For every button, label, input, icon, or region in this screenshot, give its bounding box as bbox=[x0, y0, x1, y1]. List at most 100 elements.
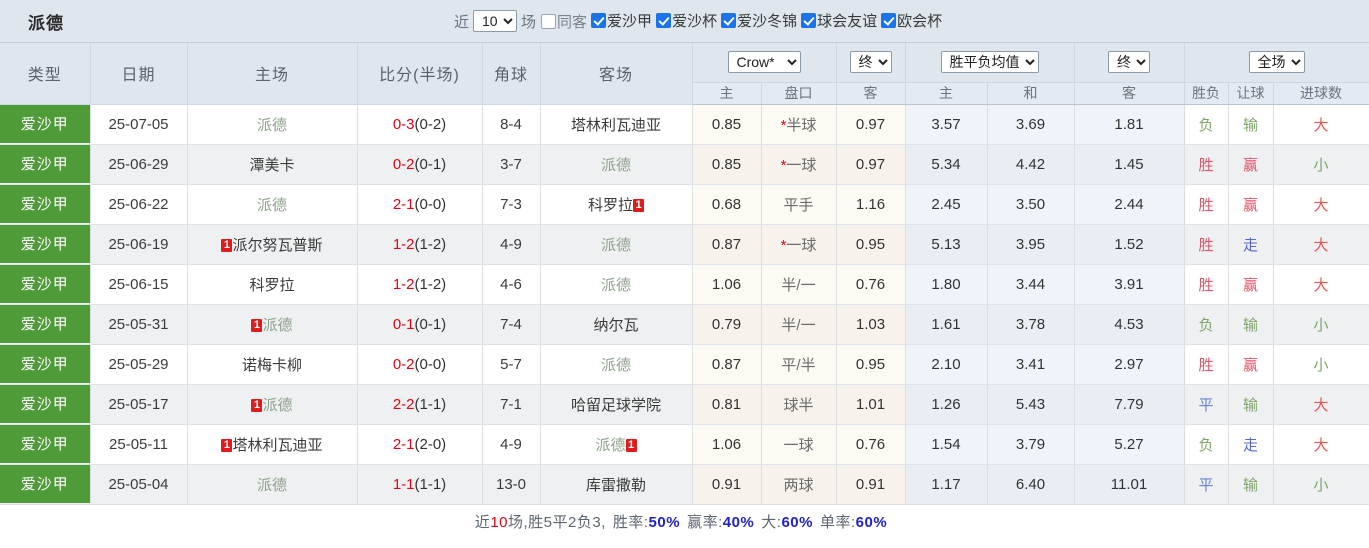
scope-select[interactable]: 全场主场客场 bbox=[1248, 51, 1305, 74]
table-row[interactable]: 爱沙甲 25-06-22 派德 2-1(0-0) 7-3 科罗拉 1 0.68 平手 1.16 2.… bbox=[0, 184, 1369, 225]
checkbox-box-icon[interactable] bbox=[541, 13, 557, 29]
cell-ah-line: 球半 bbox=[761, 384, 837, 425]
cell-league[interactable]: 爱沙甲 bbox=[0, 144, 91, 185]
cell-result-ah: 输 bbox=[1228, 464, 1274, 505]
cell-eu-away-odds: 4.53 bbox=[1074, 304, 1185, 345]
checkbox-box-icon[interactable] bbox=[801, 13, 817, 28]
result-ah-value: 输 bbox=[1242, 396, 1258, 414]
cell-league[interactable]: 爱沙甲 bbox=[0, 224, 91, 265]
summary-big-rate-label: 大: bbox=[761, 513, 782, 531]
cell-score[interactable]: 2-1(2-0) bbox=[357, 424, 483, 465]
table-row[interactable]: 爱沙甲 25-06-29 潭美卡 0-2(0-1) 3-7 派德 0.85 *一球 0.97 5.… bbox=[0, 144, 1369, 185]
red-card-badge: 1 bbox=[633, 198, 644, 212]
table-row[interactable]: 爱沙甲 25-06-15 科罗拉 1-2(1-2) 4-6 派德 1.06 半/一 0.76 1.… bbox=[0, 264, 1369, 305]
cell-home-team[interactable]: 1 派德 bbox=[187, 304, 358, 345]
cell-eu-home-odds: 1.61 bbox=[905, 304, 988, 345]
cell-home-team[interactable]: 派德 bbox=[187, 104, 358, 145]
cell-away-team[interactable]: 派德 bbox=[540, 344, 693, 385]
cell-result-wdl: 负 bbox=[1184, 304, 1229, 345]
cell-away-team[interactable]: 派德 bbox=[540, 144, 693, 185]
team-name: 派德 bbox=[262, 396, 293, 414]
cell-home-team[interactable]: 诺梅卡柳 bbox=[187, 344, 358, 385]
cell-result-ou: 大 bbox=[1273, 424, 1369, 465]
cell-home-team[interactable]: 潭美卡 bbox=[187, 144, 358, 185]
ah-company-select[interactable]: Crow*澳彩Bet365易胜博 bbox=[727, 51, 801, 74]
checkbox-box-icon[interactable] bbox=[721, 13, 737, 28]
cell-league[interactable]: 爱沙甲 bbox=[0, 464, 91, 505]
cell-away-team[interactable]: 派德 bbox=[540, 224, 693, 265]
cell-score[interactable]: 0-2(0-1) bbox=[357, 144, 483, 185]
cell-score[interactable]: 2-1(0-0) bbox=[357, 184, 483, 225]
eu-stage-select[interactable]: 初终 bbox=[1108, 51, 1150, 74]
cell-score[interactable]: 0-3(0-2) bbox=[357, 104, 483, 145]
cell-result-wdl: 胜 bbox=[1184, 224, 1229, 265]
cell-date: 25-05-04 bbox=[90, 464, 188, 505]
cell-corners: 13-0 bbox=[482, 464, 541, 505]
league-checkbox-0[interactable]: 爱沙甲 bbox=[591, 10, 655, 31]
cell-away-team[interactable]: 库雷撒勒 bbox=[540, 464, 693, 505]
league-checkbox-2[interactable]: 爱沙冬锦 bbox=[721, 10, 800, 31]
cell-home-team[interactable]: 派德 bbox=[187, 184, 358, 225]
league-checkbox-3[interactable]: 球会友谊 bbox=[801, 10, 880, 31]
cell-league[interactable]: 爱沙甲 bbox=[0, 384, 91, 425]
cell-away-team[interactable]: 派德 bbox=[540, 264, 693, 305]
cell-corners: 7-1 bbox=[482, 384, 541, 425]
cell-eu-away-odds: 1.81 bbox=[1074, 104, 1185, 145]
cell-home-team[interactable]: 1 派尔努瓦普斯 bbox=[187, 224, 358, 265]
cell-league[interactable]: 爱沙甲 bbox=[0, 344, 91, 385]
cell-league[interactable]: 爱沙甲 bbox=[0, 184, 91, 225]
cell-home-team[interactable]: 1 塔林利瓦迪亚 bbox=[187, 424, 358, 465]
cell-result-ah: 输 bbox=[1228, 304, 1274, 345]
table-row[interactable]: 爱沙甲 25-05-04 派德 1-1(1-1) 13-0 库雷撒勒 0.91 两球 0.91 1… bbox=[0, 464, 1369, 505]
checkbox-box-icon[interactable] bbox=[881, 13, 897, 28]
ah-stage-cell: 初终 bbox=[836, 43, 906, 83]
score-fulltime: 2-2 bbox=[392, 395, 415, 413]
table-row[interactable]: 爱沙甲 25-05-31 1 派德 0-1(0-1) 7-4 纳尔瓦 0.79 半/一 1.03 1… bbox=[0, 304, 1369, 345]
result-ah-value: 走 bbox=[1242, 236, 1258, 254]
match-count-select[interactable]: 10203050 bbox=[473, 10, 518, 32]
ah-stage-select[interactable]: 初终 bbox=[849, 51, 892, 74]
checkbox-box-icon[interactable] bbox=[656, 13, 672, 28]
cell-score[interactable]: 0-2(0-0) bbox=[357, 344, 483, 385]
cell-eu-away-odds: 2.97 bbox=[1074, 344, 1185, 385]
cell-home-team[interactable]: 派德 bbox=[187, 464, 358, 505]
cell-ah-home-odds: 0.79 bbox=[692, 304, 762, 345]
league-checkbox-4[interactable]: 欧会杯 bbox=[881, 10, 945, 31]
cell-eu-home-odds: 1.17 bbox=[905, 464, 988, 505]
cell-league[interactable]: 爱沙甲 bbox=[0, 104, 91, 145]
table-row[interactable]: 爱沙甲 25-06-19 1 派尔努瓦普斯 1-2(1-2) 4-9 派德 0.87 *一球 0.… bbox=[0, 224, 1369, 265]
cell-league[interactable]: 爱沙甲 bbox=[0, 304, 91, 345]
cell-away-team[interactable]: 哈留足球学院 bbox=[540, 384, 693, 425]
cell-score[interactable]: 1-2(1-2) bbox=[357, 264, 483, 305]
league-badge: 爱沙甲 bbox=[0, 304, 89, 343]
team-name: 塔林利瓦迪亚 bbox=[570, 116, 661, 134]
score-halftime: (1-2) bbox=[414, 235, 447, 253]
checkbox-box-icon[interactable] bbox=[591, 13, 607, 28]
cell-home-team[interactable]: 1 派德 bbox=[187, 384, 358, 425]
cell-eu-away-odds: 2.44 bbox=[1074, 184, 1185, 225]
cell-corners: 5-7 bbox=[482, 344, 541, 385]
cell-league[interactable]: 爱沙甲 bbox=[0, 424, 91, 465]
table-row[interactable]: 爱沙甲 25-05-11 1 塔林利瓦迪亚 2-1(2-0) 4-9 派德 1 1.06 一球 0.… bbox=[0, 424, 1369, 465]
cell-away-team[interactable]: 纳尔瓦 bbox=[540, 304, 693, 345]
same-away-checkbox[interactable]: 同客 bbox=[541, 11, 590, 32]
cell-away-team[interactable]: 派德 1 bbox=[540, 424, 693, 465]
cell-league[interactable]: 爱沙甲 bbox=[0, 264, 91, 305]
league-checkbox-1[interactable]: 爱沙杯 bbox=[656, 10, 720, 31]
result-wdl-value: 胜 bbox=[1198, 356, 1214, 374]
result-ah-value: 赢 bbox=[1242, 156, 1258, 174]
cell-score[interactable]: 1-1(1-1) bbox=[357, 464, 483, 505]
table-row[interactable]: 爱沙甲 25-07-05 派德 0-3(0-2) 8-4 塔林利瓦迪亚 0.85 *半球 0.9… bbox=[0, 104, 1369, 145]
cell-score[interactable]: 1-2(1-2) bbox=[357, 224, 483, 265]
cell-home-team[interactable]: 科罗拉 bbox=[187, 264, 358, 305]
league-checkbox-label: 爱沙甲 bbox=[607, 13, 653, 30]
cell-score[interactable]: 2-2(1-1) bbox=[357, 384, 483, 425]
col-header-home: 主场 bbox=[187, 43, 358, 105]
red-card-badge: 1 bbox=[251, 318, 263, 332]
cell-away-team[interactable]: 科罗拉 1 bbox=[540, 184, 693, 225]
cell-away-team[interactable]: 塔林利瓦迪亚 bbox=[540, 104, 693, 145]
cell-score[interactable]: 0-1(0-1) bbox=[357, 304, 483, 345]
table-row[interactable]: 爱沙甲 25-05-29 诺梅卡柳 0-2(0-0) 5-7 派德 0.87 平/半 0.95 2… bbox=[0, 344, 1369, 385]
table-row[interactable]: 爱沙甲 25-05-17 1 派德 2-2(1-1) 7-1 哈留足球学院 0.81 球半 1.0… bbox=[0, 384, 1369, 425]
eu-company-select[interactable]: 胜平负均值威廉希尔Bet365 bbox=[940, 51, 1039, 74]
